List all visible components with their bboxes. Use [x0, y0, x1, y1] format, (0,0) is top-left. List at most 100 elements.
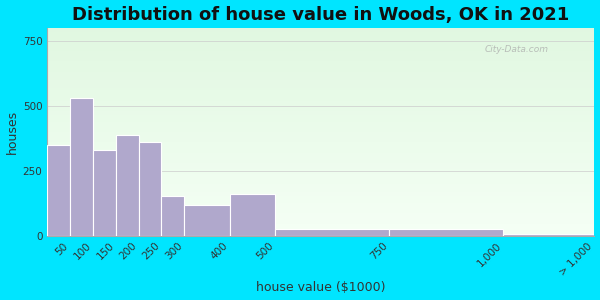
Bar [47, 142, 595, 144]
Bar [47, 40, 595, 43]
Bar [47, 163, 595, 165]
Bar [47, 68, 595, 70]
Bar [389, 230, 503, 236]
Bar [47, 230, 595, 232]
Bar [47, 78, 595, 80]
Bar [47, 105, 595, 107]
Text: City-Data.com: City-Data.com [485, 44, 549, 53]
Bar [47, 117, 595, 119]
Bar [47, 190, 595, 192]
Bar [47, 44, 595, 46]
Bar [47, 30, 595, 32]
Bar [47, 161, 595, 163]
Bar [47, 128, 595, 130]
Bar [47, 157, 595, 159]
Bar [47, 221, 595, 224]
Bar [47, 178, 595, 180]
Bar [116, 134, 139, 236]
Bar [161, 196, 184, 236]
Bar [47, 134, 595, 136]
Bar [47, 82, 595, 84]
Bar [47, 97, 595, 99]
Bar [47, 63, 595, 65]
Bar [47, 130, 595, 132]
Bar [47, 34, 595, 36]
Bar [47, 84, 595, 86]
Bar [47, 70, 595, 72]
Bar [47, 151, 595, 153]
Bar [47, 32, 595, 34]
Bar [47, 155, 595, 157]
Bar [47, 86, 595, 88]
Bar [47, 51, 595, 53]
Bar [47, 144, 595, 146]
Bar [47, 167, 595, 169]
Bar [47, 169, 595, 172]
Bar [70, 98, 93, 236]
Bar [47, 215, 595, 217]
Bar [47, 148, 595, 151]
Bar [93, 150, 116, 236]
Bar [184, 205, 230, 236]
Bar [47, 126, 595, 128]
Bar [47, 113, 595, 115]
Bar [47, 76, 595, 78]
Bar [47, 219, 595, 221]
Bar [47, 72, 595, 74]
Bar [47, 172, 595, 174]
Bar [47, 88, 595, 90]
Bar [47, 103, 595, 105]
Bar [275, 230, 389, 236]
X-axis label: house value ($1000): house value ($1000) [256, 281, 386, 294]
Bar [47, 232, 595, 234]
Bar [47, 165, 595, 167]
Bar [47, 145, 70, 236]
Bar [47, 213, 595, 215]
Bar [47, 209, 595, 211]
Bar [47, 59, 595, 61]
Bar [47, 188, 595, 190]
Bar [47, 101, 595, 103]
Bar [47, 43, 595, 44]
Bar [230, 194, 275, 236]
Bar [47, 61, 595, 63]
Bar [47, 153, 595, 155]
Bar [47, 234, 595, 236]
Bar [47, 176, 595, 178]
Bar [47, 196, 595, 199]
Bar [47, 140, 595, 142]
Bar [47, 94, 595, 97]
Bar [47, 159, 595, 161]
Bar [47, 138, 595, 140]
Bar [47, 107, 595, 109]
Bar [47, 49, 595, 51]
Bar [47, 174, 595, 176]
Bar [47, 180, 595, 182]
Bar [47, 122, 595, 124]
Bar [47, 186, 595, 188]
Bar [47, 111, 595, 113]
Bar [47, 217, 595, 219]
Bar [47, 119, 595, 122]
Bar [503, 234, 595, 236]
Bar [47, 38, 595, 40]
Bar [47, 184, 595, 186]
Bar [47, 205, 595, 207]
Bar [47, 124, 595, 126]
Bar [47, 182, 595, 184]
Bar [47, 80, 595, 82]
Bar [47, 136, 595, 138]
Bar [47, 36, 595, 38]
Bar [47, 201, 595, 203]
Bar [47, 55, 595, 57]
Bar [47, 115, 595, 117]
Y-axis label: houses: houses [5, 110, 19, 154]
Bar [47, 46, 595, 49]
Bar [47, 92, 595, 95]
Bar [47, 132, 595, 134]
Bar [47, 228, 595, 230]
Bar [47, 226, 595, 228]
Bar [47, 28, 595, 30]
Bar [47, 53, 595, 55]
Bar [47, 194, 595, 196]
